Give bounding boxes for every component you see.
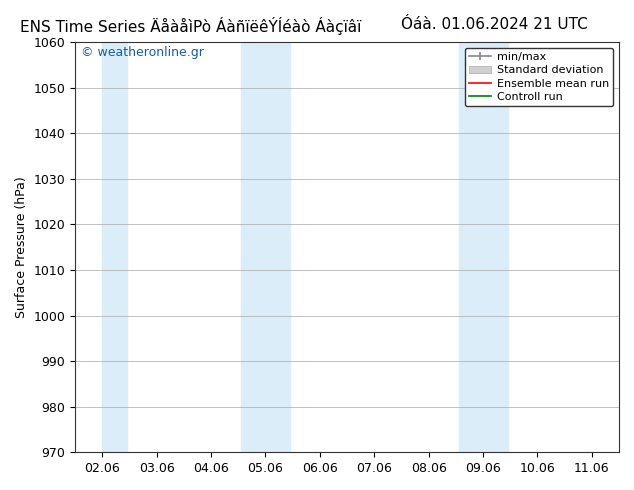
Text: ENS Time Series ÄåàåìPò ÁàñïëêÝÍéàò Áàçïâï: ENS Time Series ÄåàåìPò ÁàñïëêÝÍéàò Áàçï…	[20, 17, 361, 35]
Bar	[622, 42, 634, 452]
Bar	[241, 42, 290, 452]
Bar	[102, 42, 127, 452]
Text: Óáà. 01.06.2024 21 UTC: Óáà. 01.06.2024 21 UTC	[401, 17, 588, 32]
Y-axis label: Surface Pressure (hPa): Surface Pressure (hPa)	[15, 176, 28, 318]
Bar	[458, 42, 507, 452]
Legend: min/max, Standard deviation, Ensemble mean run, Controll run: min/max, Standard deviation, Ensemble me…	[465, 48, 614, 106]
Text: © weatheronline.gr: © weatheronline.gr	[81, 46, 204, 59]
